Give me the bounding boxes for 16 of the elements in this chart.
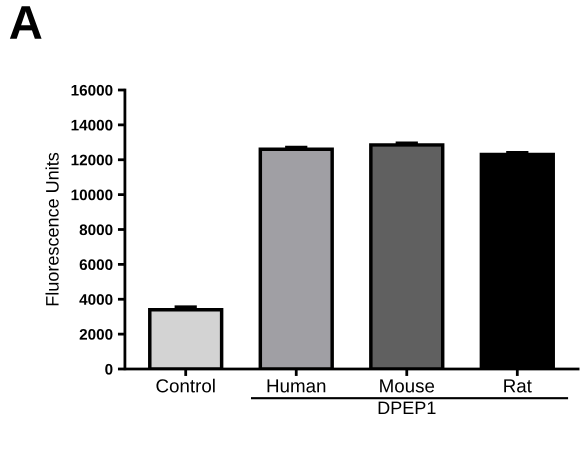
- x-tick-label: Human: [268, 379, 326, 392]
- y-axis-title: Fluorescence Units: [45, 152, 59, 306]
- x-tick-label: Control: [156, 378, 215, 392]
- x-tick-label: Rat: [504, 379, 532, 392]
- y-tick-label: 12000: [72, 154, 112, 166]
- x-tick-label: Mouse: [380, 379, 434, 392]
- y-tick-label: 16000: [72, 84, 112, 96]
- y-tick-label: 8000: [80, 224, 112, 236]
- text: A: [10, 6, 42, 39]
- y-tick-label: 2000: [80, 328, 112, 340]
- y-tick-label: 4000: [79, 294, 112, 305]
- y-tick-label: 0: [105, 364, 112, 375]
- y-tick-label: 14000: [72, 120, 112, 131]
- y-tick-label: 10000: [72, 189, 112, 200]
- y-tick-label: 6000: [80, 259, 112, 270]
- text: DPEP1: [378, 402, 436, 414]
